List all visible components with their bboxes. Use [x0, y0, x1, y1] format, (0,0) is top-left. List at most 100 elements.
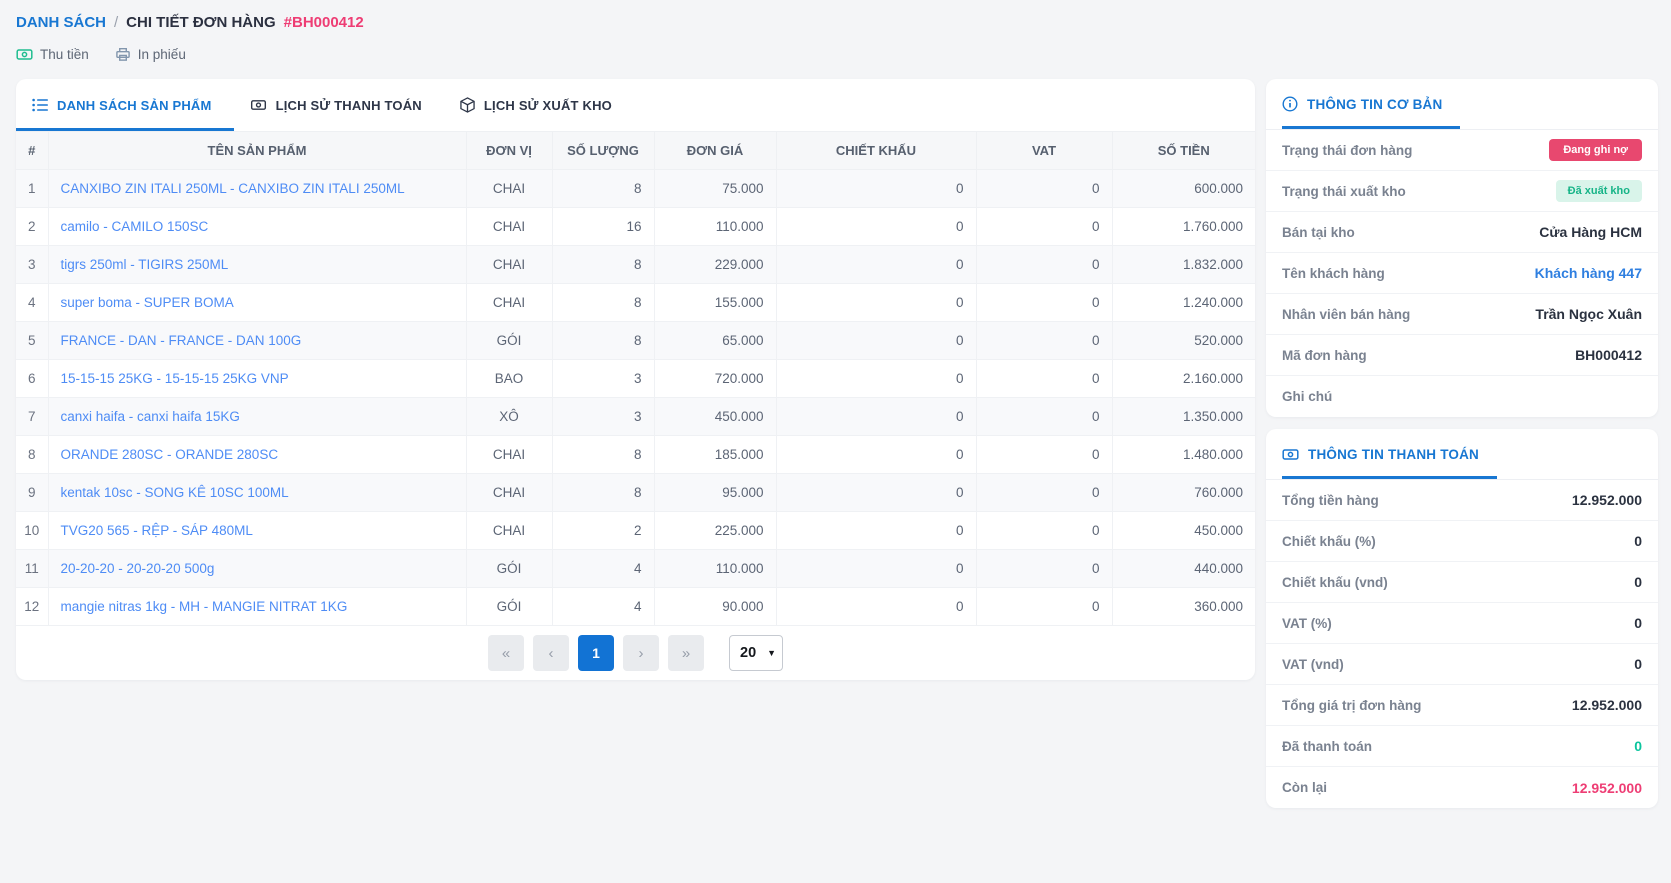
product-link[interactable]: 15-15-15 25KG - 15-15-15 25KG VNP: [60, 371, 289, 386]
panel-row: Chiết khấu (vnd) 0: [1266, 562, 1658, 603]
breadcrumb-list-link[interactable]: DANH SÁCH: [16, 14, 106, 31]
panel-value: 0: [1634, 533, 1642, 549]
col-unit-price: ĐƠN GIÁ: [653, 131, 777, 170]
panel-label: Tổng giá trị đơn hàng: [1282, 697, 1422, 713]
product-link[interactable]: super boma - SUPER BOMA: [60, 295, 234, 310]
panel-row: Tổng giá trị đơn hàng 12.952.000: [1266, 685, 1658, 726]
table-row: 9 kentak 10sc - SONG KÊ 10SC 100ML CHAI 8 95…: [16, 473, 1255, 512]
panel-label: Tên khách hàng: [1282, 265, 1385, 281]
panel-value: Trần Ngọc Xuân: [1535, 306, 1642, 322]
col-discount: CHIẾT KHẤU: [775, 131, 977, 170]
panel-value: 12.952.000: [1571, 697, 1642, 713]
panel-label: Trạng thái đơn hàng: [1282, 142, 1413, 158]
panel-row: Trạng thái xuất kho Đã xuất kho: [1266, 171, 1658, 212]
printer-icon: [115, 47, 130, 61]
money-icon: [1282, 448, 1299, 460]
list-icon: [32, 98, 48, 112]
panel-value: 0: [1634, 656, 1642, 672]
product-link[interactable]: ORANDE 280SC - ORANDE 280SC: [60, 447, 279, 462]
panel-value: 12.952.000: [1571, 779, 1642, 796]
product-link[interactable]: kentak 10sc - SONG KÊ 10SC 100ML: [60, 485, 289, 500]
product-link[interactable]: CANXIBO ZIN ITALI 250ML - CANXIBO ZIN IT…: [60, 181, 405, 196]
table-row: 7 canxi haifa - canxi haifa 15KG XÔ 3 450.00…: [16, 397, 1255, 436]
products-table: # TÊN SẢN PHẨM ĐƠN VỊ SỐ LƯỢNG ĐƠN GIÁ C…: [16, 131, 1255, 626]
breadcrumb-separator: /: [114, 14, 119, 31]
basic-info-panel: THÔNG TIN CƠ BẢN Trạng thái đơn hàng Đang…: [1266, 79, 1658, 417]
col-unit: ĐƠN VỊ: [465, 131, 553, 170]
order-id: #BH000412: [283, 14, 364, 31]
product-link[interactable]: tigrs 250ml - TIGIRS 250ML: [60, 257, 229, 272]
table-row: 6 15-15-15 25KG - 15-15-15 25KG VNP BAO 3 72…: [16, 359, 1255, 398]
panel-value: Cửa Hàng HCM: [1539, 224, 1642, 240]
panel-row: VAT (vnd) 0: [1266, 644, 1658, 685]
sidebar: THÔNG TIN CƠ BẢN Trạng thái đơn hàng Đang…: [1266, 79, 1658, 808]
col-amount: SỐ TIỀN: [1111, 131, 1255, 170]
product-link[interactable]: 20-20-20 - 20-20-20 500g: [60, 561, 215, 576]
table-row: 1 CANXIBO ZIN ITALI 250ML - CANXIBO ZIN I…: [16, 169, 1255, 208]
money-icon: [16, 49, 33, 60]
products-card: DANH SÁCH SẢN PHẨM LỊCH SỬ THANH TOÁN LỊ…: [16, 79, 1255, 680]
basic-info-rows: Trạng thái đơn hàng Đang ghi nợ Trạng thái…: [1266, 130, 1658, 417]
panel-row: Tổng tiền hàng 12.952.000: [1266, 480, 1658, 521]
table-row: 8 ORANDE 280SC - ORANDE 280SC CHAI 8 185.000…: [16, 435, 1255, 474]
col-quantity: SỐ LƯỢNG: [551, 131, 655, 170]
first-page-button[interactable]: «: [488, 635, 524, 671]
page-title: CHI TIẾT ĐƠN HÀNG: [126, 14, 276, 31]
panel-label: Nhân viên bán hàng: [1282, 306, 1411, 322]
tab-product-list[interactable]: DANH SÁCH SẢN PHẨM: [16, 79, 234, 131]
panel-row: Bán tại kho Cửa Hàng HCM: [1266, 212, 1658, 253]
customer-link[interactable]: Khách hàng 447: [1534, 265, 1642, 281]
tab-bar: DANH SÁCH SẢN PHẨM LỊCH SỬ THANH TOÁN LỊ…: [16, 79, 1255, 131]
package-icon: [460, 97, 475, 113]
money-icon: [250, 100, 266, 110]
page-size-select[interactable]: 20: [729, 635, 783, 671]
product-link[interactable]: camilo - CAMILO 150SC: [60, 219, 209, 234]
panel-label: VAT (%): [1282, 615, 1332, 631]
panel-row: Đã thanh toán 0: [1266, 726, 1658, 767]
panel-label: Chiết khấu (vnd): [1282, 574, 1388, 590]
col-product-name: TÊN SẢN PHẨM: [47, 131, 467, 170]
panel-label: VAT (vnd): [1282, 656, 1344, 672]
panel-label: Mã đơn hàng: [1282, 347, 1367, 363]
panel-label: Tổng tiền hàng: [1282, 492, 1379, 508]
table-row: 11 20-20-20 - 20-20-20 500g GÓI 4 110.000 0 0 4…: [16, 549, 1255, 588]
panel-label: Còn lại: [1282, 780, 1328, 795]
collect-money-button[interactable]: Thu tiền: [16, 47, 89, 62]
print-receipt-button[interactable]: In phiếu: [115, 47, 186, 62]
product-link[interactable]: canxi haifa - canxi haifa 15KG: [60, 409, 240, 424]
panel-value: 0: [1634, 738, 1642, 754]
panel-label: Bán tại kho: [1282, 224, 1355, 240]
last-page-button[interactable]: »: [668, 635, 704, 671]
payment-info-rows: Tổng tiền hàng 12.952.000 Chiết khấu (%) 0 C…: [1266, 480, 1658, 808]
panel-label: Chiết khấu (%): [1282, 533, 1376, 549]
payment-info-title: THÔNG TIN THANH TOÁN: [1282, 429, 1497, 479]
page-size-wrapper: 20: [729, 635, 783, 671]
payment-info-panel: THÔNG TIN THANH TOÁN Tổng tiền hàng 12.95…: [1266, 429, 1658, 808]
panel-label: Đã thanh toán: [1282, 738, 1372, 754]
table-row: 2 camilo - CAMILO 150SC CHAI 16 110.000 0 0 1.7…: [16, 207, 1255, 246]
col-index: #: [16, 131, 49, 170]
breadcrumb: DANH SÁCH / CHI TIẾT ĐƠN HÀNG #BH000412: [16, 14, 1658, 31]
tab-export-history[interactable]: LỊCH SỬ XUẤT KHO: [444, 79, 634, 131]
status-badge: Đã xuất kho: [1555, 180, 1642, 202]
pagination: « ‹ 1 › » 20: [16, 626, 1255, 680]
tab-payment-history[interactable]: LỊCH SỬ THANH TOÁN: [234, 79, 444, 131]
product-link[interactable]: FRANCE - DAN - FRANCE - DAN 100G: [60, 333, 302, 348]
product-link[interactable]: mangie nitras 1kg - MH - MANGIE NITRAT 1…: [60, 599, 348, 614]
table-row: 12 mangie nitras 1kg - MH - MANGIE NITRAT…: [16, 587, 1255, 626]
prev-page-button[interactable]: ‹: [533, 635, 569, 671]
product-link[interactable]: TVG20 565 - RỆP - SÁP 480ML: [60, 523, 253, 538]
panel-row: Trạng thái đơn hàng Đang ghi nợ: [1266, 130, 1658, 171]
panel-label: Trạng thái xuất kho: [1282, 183, 1406, 199]
panel-row: Còn lại 12.952.000: [1266, 767, 1658, 808]
page-1-button[interactable]: 1: [578, 635, 614, 671]
info-icon: [1282, 96, 1298, 112]
order-detail-page: DANH SÁCH / CHI TIẾT ĐƠN HÀNG #BH000412 …: [0, 0, 1671, 808]
product-table-body: 1 CANXIBO ZIN ITALI 250ML - CANXIBO ZIN I…: [16, 169, 1255, 626]
panel-value: BH000412: [1575, 347, 1642, 363]
next-page-button[interactable]: ›: [623, 635, 659, 671]
panel-row: Nhân viên bán hàng Trần Ngọc Xuân: [1266, 294, 1658, 335]
panel-value: 12.952.000: [1571, 492, 1642, 508]
panel-label: Ghi chú: [1282, 389, 1333, 404]
panel-row: Tên khách hàng Khách hàng 447: [1266, 253, 1658, 294]
